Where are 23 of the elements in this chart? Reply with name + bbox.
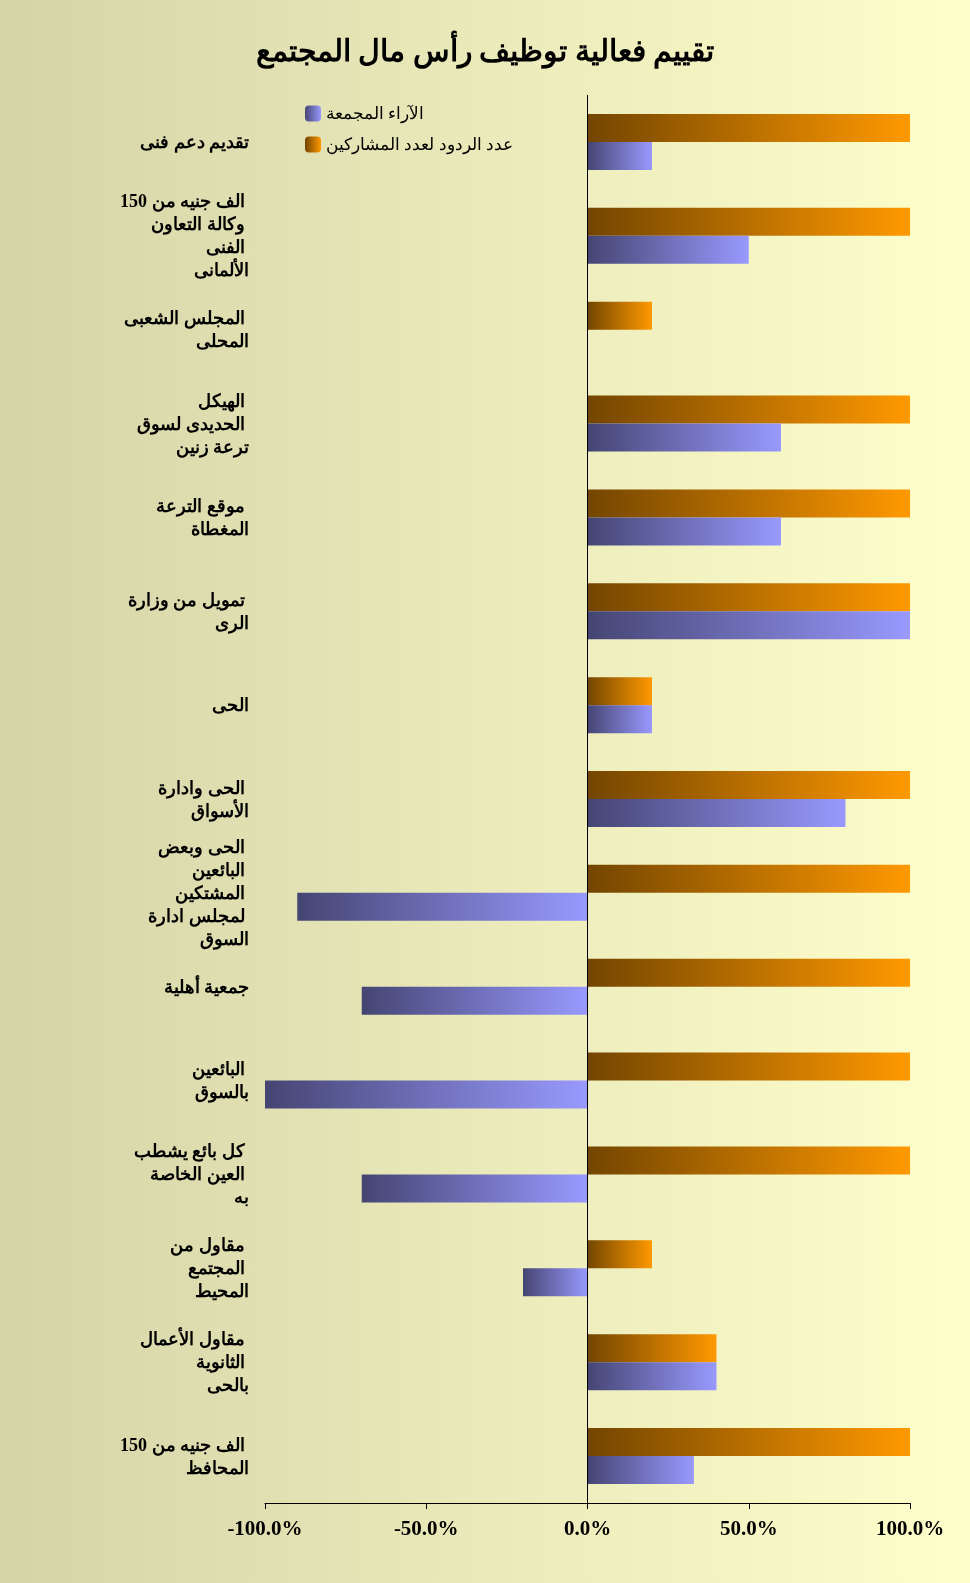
y-tick-label: الحى <box>212 695 249 716</box>
y-tick-label: مقاول من المجتمع المحيط <box>170 1235 249 1302</box>
x-tick-label: 100.0% <box>875 1515 945 1540</box>
y-tick-label: جمعية أهلية <box>163 974 249 997</box>
x-tick-label: -50.0% <box>393 1515 459 1540</box>
y-tick-label: الهيكل الحديدى لسوق ترعة زنين <box>137 390 249 458</box>
y-tick-label: المجلس الشعبى المحلى <box>124 308 249 352</box>
y-tick-label: الحى وادارة الأسواق <box>158 777 249 822</box>
legend-label: عدد الردود لعدد المشاركين <box>326 135 513 155</box>
x-tick-label: 0.0% <box>563 1515 612 1540</box>
y-tick-label: مقاول الأعمال الثانوية بالحى <box>140 1327 249 1396</box>
y-tick-label: الحى وبعض البائعين المشتكين لمجلس ادارة السوق <box>148 836 249 950</box>
y-tick-label: تمويل من وزارة الرى <box>127 589 249 634</box>
y-tick-label: موقع الترعة المغطاة <box>156 495 249 539</box>
x-tick-label: 50.0% <box>719 1515 778 1540</box>
legend-label: الآراء المجمعة <box>326 104 425 124</box>
chart-title: تقييم فعالية توظيف رأس مال المجتمع <box>255 29 715 69</box>
y-tick-label: كل بائع يشطب العين الخاصة به <box>133 1141 249 1208</box>
y-tick-label: 150 الف جنيه من وكالة التعاون الفنى الألمانى <box>120 191 249 281</box>
y-tick-label: 150 الف جنيه من المحافظ <box>120 1434 249 1478</box>
x-tick-label: -100.0% <box>227 1515 303 1540</box>
y-tick-label: تقديم دعم فنى <box>140 131 249 153</box>
y-tick-label: البائعين بالسوق <box>191 1059 249 1104</box>
